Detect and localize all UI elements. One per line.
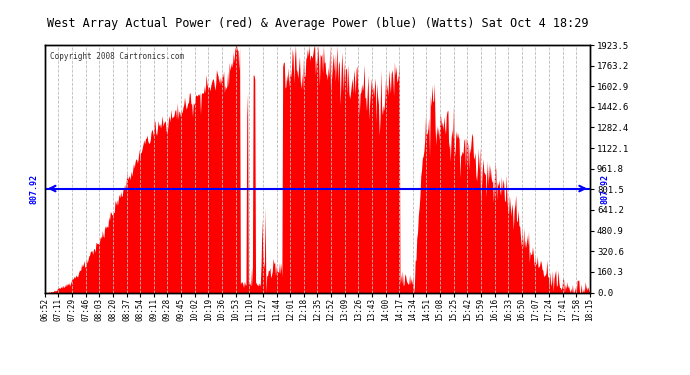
Text: Copyright 2008 Cartronics.com: Copyright 2008 Cartronics.com <box>50 53 184 62</box>
Text: West Array Actual Power (red) & Average Power (blue) (Watts) Sat Oct 4 18:29: West Array Actual Power (red) & Average … <box>47 17 588 30</box>
Text: 807.92: 807.92 <box>30 174 39 204</box>
Text: 807.92: 807.92 <box>601 174 610 204</box>
